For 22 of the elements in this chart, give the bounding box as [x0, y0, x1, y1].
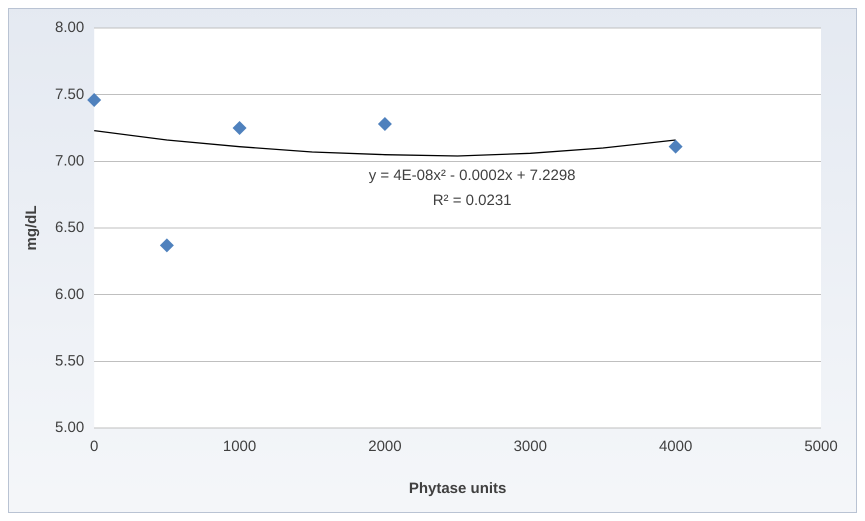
y-tick-label: 7.00: [54, 152, 84, 170]
y-tick-label: 6.00: [54, 286, 84, 303]
point: [668, 140, 683, 154]
y-tick-label: 7.50: [54, 86, 84, 103]
point: [232, 121, 247, 135]
x-tick-label: 3000: [514, 438, 547, 456]
x-tick-label: 4000: [658, 438, 692, 456]
x-tick-label: 5000: [804, 438, 838, 456]
point: [160, 238, 174, 252]
point: [87, 93, 102, 107]
point: [378, 117, 392, 131]
x-axis-title: Phytase units: [408, 480, 506, 498]
y-tick-label: 5.00: [54, 419, 84, 436]
y-tick-label: 5.50: [54, 352, 84, 370]
y-tick-label: 6.50: [54, 219, 84, 236]
annotation: y = 4E-08x² - 0.0002x + 7.2298: [368, 167, 576, 184]
y-axis-title: mg/dL: [23, 206, 40, 250]
annotation: R² = 0.0231: [432, 192, 512, 210]
y-tick-label: 8.00: [54, 19, 84, 36]
x-tick-label: 2000: [368, 438, 402, 456]
x-tick-label: 1000: [222, 438, 256, 456]
x-tick-label: 0: [90, 438, 98, 456]
